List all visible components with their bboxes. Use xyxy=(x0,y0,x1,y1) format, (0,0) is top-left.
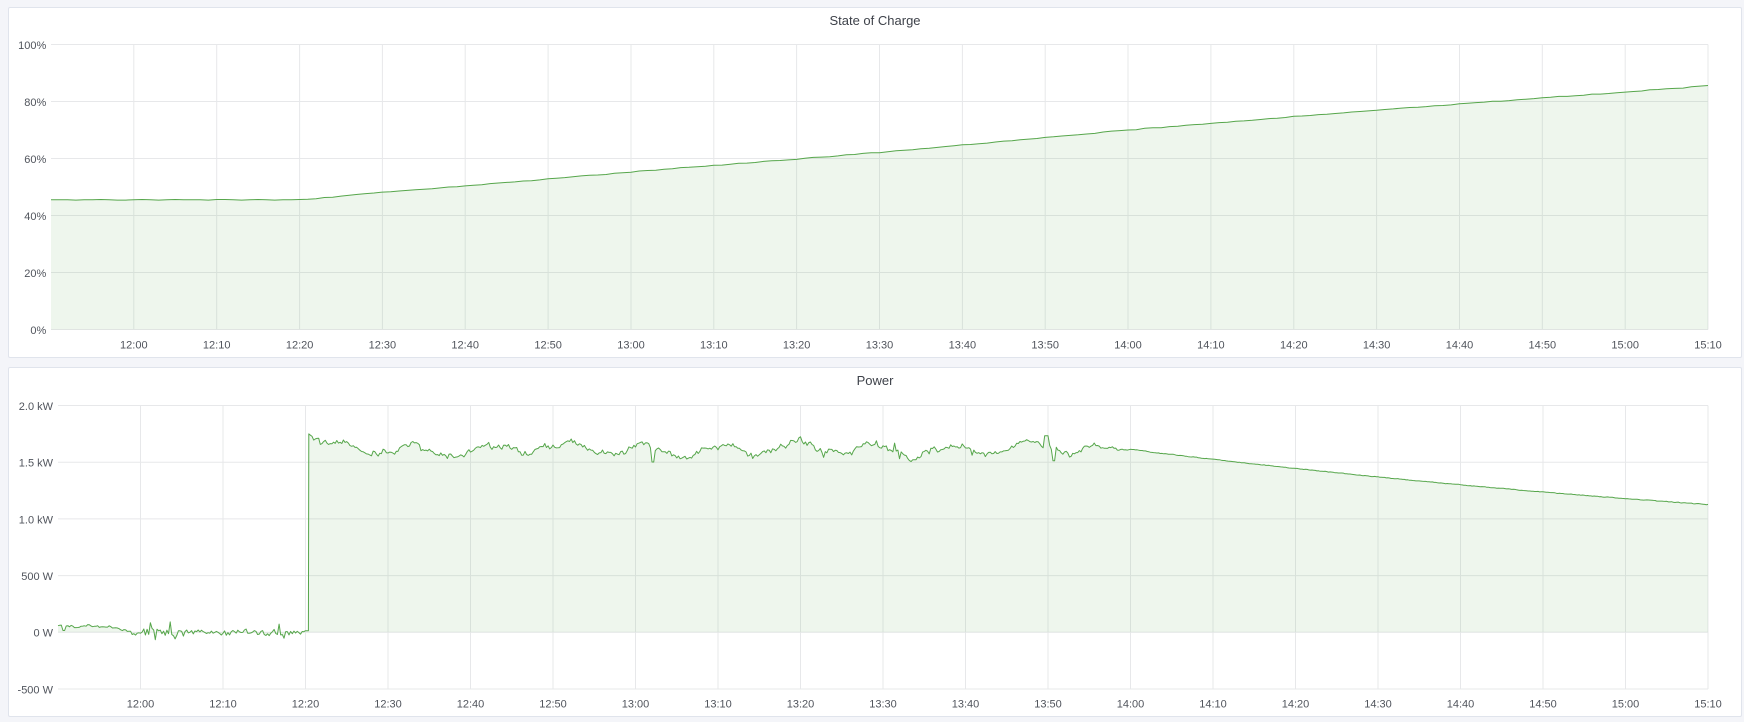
svg-text:0 W: 0 W xyxy=(33,628,53,640)
svg-text:15:00: 15:00 xyxy=(1611,339,1639,351)
svg-text:14:20: 14:20 xyxy=(1280,339,1308,351)
svg-text:14:30: 14:30 xyxy=(1363,339,1391,351)
svg-text:0%: 0% xyxy=(30,325,46,337)
svg-text:12:40: 12:40 xyxy=(457,698,485,710)
svg-text:80%: 80% xyxy=(24,97,46,109)
svg-text:12:00: 12:00 xyxy=(127,698,155,710)
svg-text:14:40: 14:40 xyxy=(1447,698,1475,710)
svg-text:14:50: 14:50 xyxy=(1529,698,1557,710)
svg-text:14:10: 14:10 xyxy=(1197,339,1225,351)
svg-text:12:10: 12:10 xyxy=(203,339,231,351)
svg-text:12:20: 12:20 xyxy=(286,339,314,351)
svg-text:14:50: 14:50 xyxy=(1529,339,1557,351)
svg-text:14:40: 14:40 xyxy=(1446,339,1474,351)
svg-text:13:50: 13:50 xyxy=(1031,339,1059,351)
svg-text:12:00: 12:00 xyxy=(120,339,148,351)
svg-text:13:10: 13:10 xyxy=(704,698,732,710)
svg-text:1.5 kW: 1.5 kW xyxy=(19,458,54,470)
svg-text:1.0 kW: 1.0 kW xyxy=(19,514,54,526)
svg-text:12:50: 12:50 xyxy=(534,339,562,351)
svg-text:13:00: 13:00 xyxy=(617,339,645,351)
svg-text:20%: 20% xyxy=(24,268,46,280)
svg-text:14:00: 14:00 xyxy=(1114,339,1142,351)
svg-text:2.0 kW: 2.0 kW xyxy=(19,401,54,413)
svg-text:13:40: 13:40 xyxy=(949,339,977,351)
svg-text:-500 W: -500 W xyxy=(18,684,54,696)
svg-text:12:30: 12:30 xyxy=(369,339,397,351)
svg-text:13:00: 13:00 xyxy=(622,698,650,710)
svg-text:12:10: 12:10 xyxy=(209,698,237,710)
svg-text:12:40: 12:40 xyxy=(451,339,479,351)
svg-text:500 W: 500 W xyxy=(21,571,53,583)
svg-text:14:00: 14:00 xyxy=(1117,698,1145,710)
svg-text:12:30: 12:30 xyxy=(374,698,402,710)
svg-text:13:40: 13:40 xyxy=(952,698,980,710)
svg-text:14:10: 14:10 xyxy=(1199,698,1227,710)
svg-text:13:20: 13:20 xyxy=(787,698,815,710)
svg-text:15:10: 15:10 xyxy=(1694,698,1722,710)
svg-text:13:20: 13:20 xyxy=(783,339,811,351)
svg-text:12:50: 12:50 xyxy=(539,698,567,710)
svg-text:13:30: 13:30 xyxy=(869,698,897,710)
svg-text:15:10: 15:10 xyxy=(1694,339,1722,351)
svg-text:13:30: 13:30 xyxy=(866,339,894,351)
svg-text:15:00: 15:00 xyxy=(1612,698,1640,710)
svg-text:13:10: 13:10 xyxy=(700,339,728,351)
svg-text:14:30: 14:30 xyxy=(1364,698,1392,710)
svg-text:60%: 60% xyxy=(24,154,46,166)
svg-text:100%: 100% xyxy=(18,40,46,52)
svg-text:40%: 40% xyxy=(24,211,46,223)
svg-text:14:20: 14:20 xyxy=(1282,698,1310,710)
svg-text:13:50: 13:50 xyxy=(1034,698,1062,710)
svg-text:12:20: 12:20 xyxy=(292,698,320,710)
